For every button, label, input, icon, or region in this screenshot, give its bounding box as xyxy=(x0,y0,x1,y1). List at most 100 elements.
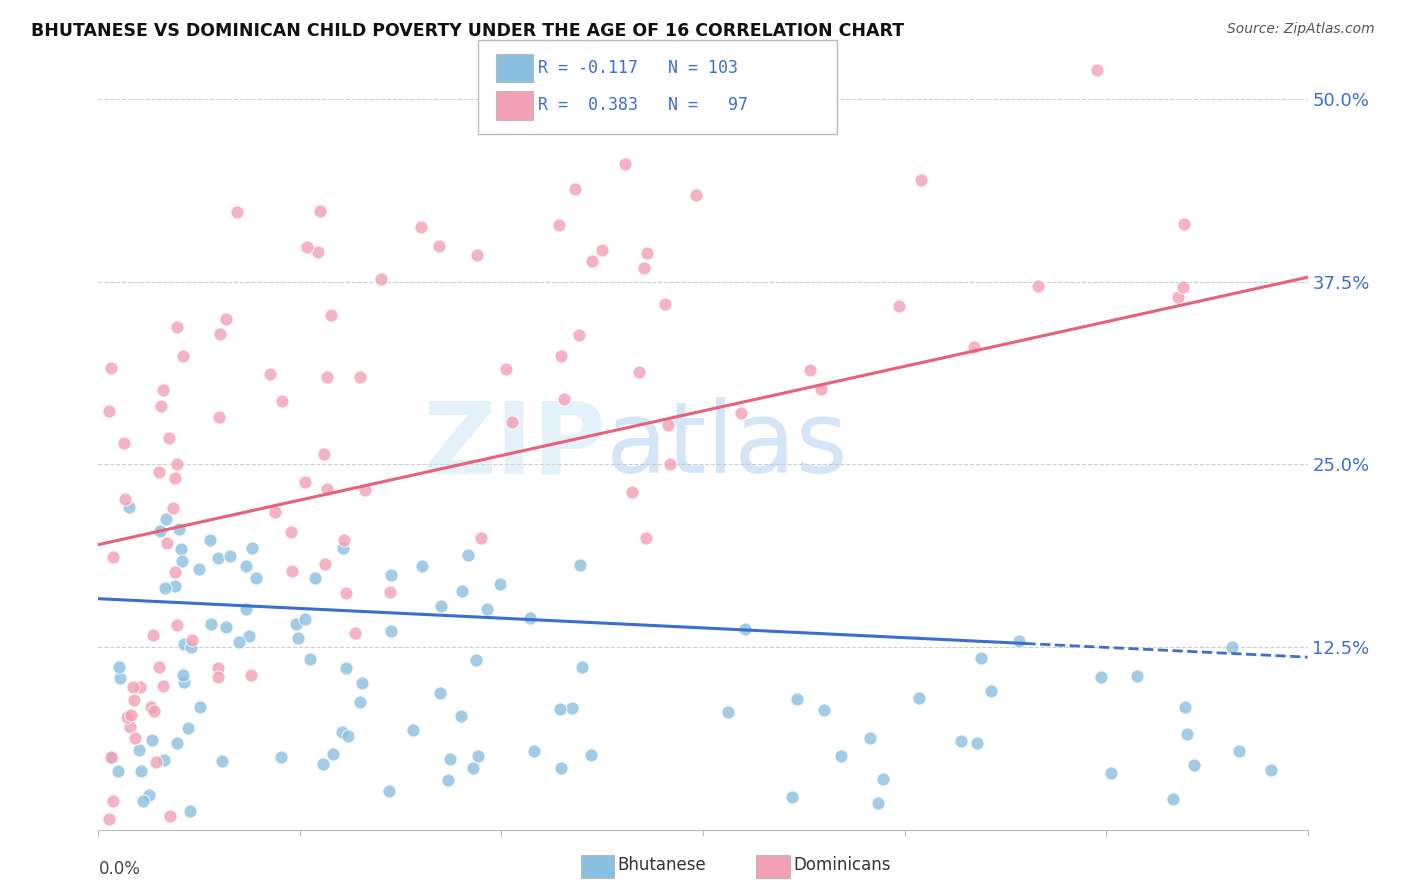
Point xyxy=(226,205,249,219)
Text: 0.0%: 0.0% xyxy=(98,860,141,879)
Point xyxy=(1173,217,1195,231)
Point xyxy=(141,733,163,747)
Point xyxy=(153,581,176,595)
Point xyxy=(637,245,659,260)
Point xyxy=(211,755,233,769)
Point xyxy=(633,261,655,276)
Point xyxy=(100,749,122,764)
Point xyxy=(519,610,541,624)
Point xyxy=(179,804,201,818)
Point xyxy=(173,675,195,690)
Text: Source: ZipAtlas.com: Source: ZipAtlas.com xyxy=(1227,22,1375,37)
Point xyxy=(430,599,453,613)
Point xyxy=(411,220,433,235)
Point xyxy=(561,701,583,715)
Point xyxy=(181,632,204,647)
Text: R = -0.117   N = 103: R = -0.117 N = 103 xyxy=(538,59,738,77)
Point xyxy=(786,692,808,706)
Point xyxy=(477,602,499,616)
Point xyxy=(1026,278,1049,293)
Point xyxy=(970,650,993,665)
Point xyxy=(380,624,402,638)
Point xyxy=(463,761,485,775)
Point xyxy=(107,764,129,779)
Point xyxy=(101,793,124,807)
Point xyxy=(207,550,229,565)
Point xyxy=(344,625,367,640)
Point xyxy=(1260,763,1282,777)
Point xyxy=(1222,640,1244,654)
Point xyxy=(627,365,650,379)
Point xyxy=(314,558,336,572)
Point xyxy=(488,576,510,591)
Point xyxy=(280,524,302,539)
Point xyxy=(330,725,353,739)
Point xyxy=(209,326,232,341)
Point xyxy=(467,748,489,763)
Point xyxy=(122,681,145,695)
Point xyxy=(312,757,335,772)
Point xyxy=(457,548,479,562)
Point xyxy=(501,415,523,429)
Point xyxy=(307,245,329,260)
Point xyxy=(322,747,344,761)
Point xyxy=(380,568,402,582)
Point xyxy=(427,239,450,253)
Point xyxy=(437,773,460,788)
Point xyxy=(129,680,152,694)
Text: Bhutanese: Bhutanese xyxy=(617,856,706,874)
Point xyxy=(439,752,461,766)
Point xyxy=(188,699,211,714)
Point xyxy=(465,248,488,262)
Point xyxy=(309,204,332,219)
Point xyxy=(564,182,586,196)
Point xyxy=(101,550,124,565)
Point xyxy=(349,370,371,384)
Point xyxy=(352,676,374,690)
Point xyxy=(152,753,174,767)
Point xyxy=(550,702,572,716)
Point xyxy=(370,272,392,286)
Point xyxy=(377,784,399,798)
Point xyxy=(830,748,852,763)
Point xyxy=(866,796,889,810)
Point xyxy=(465,653,488,667)
Point xyxy=(962,340,984,354)
Point xyxy=(654,297,676,311)
Point xyxy=(169,542,191,557)
Point xyxy=(155,512,177,526)
Point xyxy=(180,640,202,654)
Point xyxy=(304,571,326,585)
Text: ZIP: ZIP xyxy=(423,398,606,494)
Point xyxy=(1184,758,1206,772)
Point xyxy=(235,602,257,616)
Point xyxy=(101,751,124,765)
Point xyxy=(188,562,211,576)
Point xyxy=(172,554,194,568)
Point xyxy=(156,536,179,550)
Point xyxy=(281,564,304,578)
Point xyxy=(872,772,894,787)
Point xyxy=(550,349,572,363)
Point xyxy=(198,533,221,548)
Point xyxy=(1229,744,1251,758)
Point xyxy=(571,660,593,674)
Point xyxy=(614,156,637,170)
Point xyxy=(910,173,932,187)
Point xyxy=(734,622,756,636)
Point xyxy=(259,367,281,381)
Point xyxy=(335,661,357,675)
Point xyxy=(716,705,738,719)
Point xyxy=(129,764,152,778)
Text: Dominicans: Dominicans xyxy=(793,856,890,874)
Point xyxy=(207,409,229,424)
Point xyxy=(215,620,238,634)
Point xyxy=(166,320,188,334)
Point xyxy=(980,684,1002,698)
Point xyxy=(108,660,131,674)
Point xyxy=(1008,634,1031,648)
Point xyxy=(321,308,343,322)
Point xyxy=(150,399,173,413)
Point xyxy=(1099,766,1122,780)
Point xyxy=(354,483,377,497)
